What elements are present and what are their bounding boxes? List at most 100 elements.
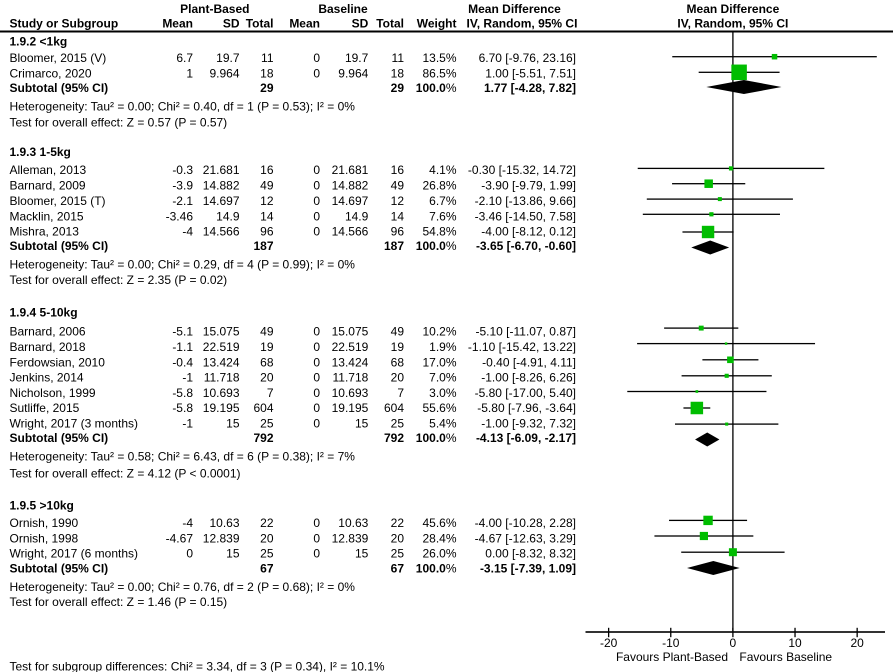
svg-text:6.70 [-9.76, 23.16]: 6.70 [-9.76, 23.16] bbox=[479, 51, 576, 65]
svg-text:10.63: 10.63 bbox=[338, 516, 368, 530]
svg-text:Study or Subgroup: Study or Subgroup bbox=[10, 17, 119, 31]
svg-text:792: 792 bbox=[384, 431, 404, 445]
svg-text:0: 0 bbox=[313, 178, 320, 192]
svg-text:0: 0 bbox=[313, 51, 320, 65]
svg-text:-4.00 [-10.28, 2.28]: -4.00 [-10.28, 2.28] bbox=[475, 516, 576, 530]
svg-text:0: 0 bbox=[730, 636, 737, 650]
svg-text:0: 0 bbox=[313, 163, 320, 177]
svg-text:16: 16 bbox=[260, 163, 274, 177]
svg-text:Barnard, 2006: Barnard, 2006 bbox=[10, 325, 86, 339]
svg-text:Weight: Weight bbox=[417, 17, 457, 31]
svg-text:7.0%: 7.0% bbox=[429, 371, 457, 385]
svg-text:3.0%: 3.0% bbox=[429, 386, 457, 400]
svg-text:0.00 [-8.32, 8.32]: 0.00 [-8.32, 8.32] bbox=[485, 547, 576, 561]
svg-text:0: 0 bbox=[186, 547, 193, 561]
svg-text:Plant-Based: Plant-Based bbox=[180, 2, 249, 16]
svg-text:Test for overall effect: Z = 2: Test for overall effect: Z = 2.35 (P = 0… bbox=[10, 273, 228, 287]
svg-text:-3.15 [-7.39, 1.09]: -3.15 [-7.39, 1.09] bbox=[480, 561, 576, 575]
svg-text:14: 14 bbox=[391, 210, 405, 224]
svg-text:IV, Random, 95% CI: IV, Random, 95% CI bbox=[467, 17, 578, 31]
svg-text:14.9: 14.9 bbox=[345, 210, 369, 224]
svg-text:25: 25 bbox=[260, 417, 274, 431]
svg-text:55.6%: 55.6% bbox=[422, 401, 456, 415]
svg-text:-1: -1 bbox=[182, 417, 193, 431]
svg-text:-4.13 [-6.09, -2.17]: -4.13 [-6.09, -2.17] bbox=[476, 431, 576, 445]
svg-text:SD: SD bbox=[352, 17, 369, 31]
svg-text:49: 49 bbox=[260, 178, 274, 192]
svg-text:17.0%: 17.0% bbox=[422, 355, 456, 369]
svg-text:-1.1: -1.1 bbox=[172, 340, 193, 354]
svg-text:Mean Difference: Mean Difference bbox=[468, 2, 561, 16]
svg-text:0: 0 bbox=[313, 371, 320, 385]
svg-text:13.424: 13.424 bbox=[332, 355, 369, 369]
svg-text:0: 0 bbox=[313, 194, 320, 208]
svg-text:14.882: 14.882 bbox=[203, 178, 240, 192]
svg-text:-0.3: -0.3 bbox=[172, 163, 193, 177]
svg-text:15: 15 bbox=[226, 417, 240, 431]
svg-text:15: 15 bbox=[355, 547, 369, 561]
svg-text:21.681: 21.681 bbox=[332, 163, 369, 177]
svg-text:0: 0 bbox=[313, 417, 320, 431]
svg-text:187: 187 bbox=[384, 239, 404, 253]
svg-text:-5.80 [-17.00, 5.40]: -5.80 [-17.00, 5.40] bbox=[475, 386, 576, 400]
svg-text:-1: -1 bbox=[182, 371, 193, 385]
svg-text:Mean Difference: Mean Difference bbox=[687, 2, 780, 16]
svg-text:792: 792 bbox=[253, 431, 273, 445]
svg-text:14: 14 bbox=[260, 210, 274, 224]
svg-text:Wright, 2017 (6 months): Wright, 2017 (6 months) bbox=[10, 547, 139, 561]
svg-text:10.693: 10.693 bbox=[332, 386, 369, 400]
svg-text:Total: Total bbox=[376, 17, 404, 31]
svg-text:Total: Total bbox=[246, 17, 274, 31]
svg-text:Favours Baseline: Favours Baseline bbox=[739, 650, 832, 664]
svg-text:-5.80 [-7.96, -3.64]: -5.80 [-7.96, -3.64] bbox=[477, 401, 576, 415]
svg-text:Nicholson, 1999: Nicholson, 1999 bbox=[10, 386, 96, 400]
svg-text:26.8%: 26.8% bbox=[422, 178, 456, 192]
svg-text:Ferdowsian, 2010: Ferdowsian, 2010 bbox=[10, 355, 106, 369]
svg-text:-3.46: -3.46 bbox=[166, 210, 194, 224]
svg-text:Wright, 2017 (3 months): Wright, 2017 (3 months) bbox=[10, 417, 139, 431]
svg-text:7: 7 bbox=[397, 386, 404, 400]
svg-text:0: 0 bbox=[313, 225, 320, 239]
svg-text:-1.00 [-8.26, 6.26]: -1.00 [-8.26, 6.26] bbox=[481, 371, 576, 385]
svg-text:SD: SD bbox=[223, 17, 240, 31]
svg-text:25: 25 bbox=[391, 547, 405, 561]
svg-text:19.195: 19.195 bbox=[203, 401, 240, 415]
svg-text:-5.10 [-11.07, 0.87]: -5.10 [-11.07, 0.87] bbox=[475, 325, 576, 339]
svg-text:-3.90 [-9.79, 1.99]: -3.90 [-9.79, 1.99] bbox=[481, 178, 576, 192]
svg-text:-20: -20 bbox=[600, 636, 618, 650]
svg-text:19.7: 19.7 bbox=[216, 51, 240, 65]
svg-text:Crimarco, 2020: Crimarco, 2020 bbox=[10, 67, 92, 81]
svg-text:7.6%: 7.6% bbox=[429, 210, 457, 224]
svg-text:29: 29 bbox=[391, 81, 405, 95]
svg-text:11.718: 11.718 bbox=[204, 371, 240, 385]
svg-text:Test for overall effect: Z = 0: Test for overall effect: Z = 0.57 (P = 0… bbox=[10, 116, 228, 130]
svg-text:100.0%: 100.0% bbox=[416, 81, 457, 95]
svg-text:Mishra, 2013: Mishra, 2013 bbox=[10, 225, 80, 239]
svg-text:14.9: 14.9 bbox=[216, 210, 240, 224]
svg-text:45.6%: 45.6% bbox=[422, 516, 456, 530]
svg-text:1.9.3 1-5kg: 1.9.3 1-5kg bbox=[10, 145, 71, 159]
svg-text:0: 0 bbox=[313, 386, 320, 400]
svg-text:10: 10 bbox=[788, 636, 802, 650]
svg-text:15: 15 bbox=[226, 547, 240, 561]
svg-text:0: 0 bbox=[313, 355, 320, 369]
svg-text:100.0%: 100.0% bbox=[416, 239, 457, 253]
svg-text:20: 20 bbox=[260, 371, 274, 385]
svg-text:0: 0 bbox=[313, 516, 320, 530]
svg-text:Favours Plant-Based: Favours Plant-Based bbox=[616, 650, 728, 664]
svg-text:7: 7 bbox=[267, 386, 274, 400]
svg-text:1.9.4 5-10kg: 1.9.4 5-10kg bbox=[10, 306, 78, 320]
svg-text:Ornish, 1990: Ornish, 1990 bbox=[10, 516, 79, 530]
svg-text:IV, Random, 95% CI: IV, Random, 95% CI bbox=[677, 17, 788, 31]
svg-text:-4: -4 bbox=[182, 516, 193, 530]
svg-text:12.839: 12.839 bbox=[203, 532, 240, 546]
svg-text:19: 19 bbox=[260, 340, 274, 354]
svg-text:13.424: 13.424 bbox=[203, 355, 240, 369]
svg-text:49: 49 bbox=[391, 325, 405, 339]
svg-text:22.519: 22.519 bbox=[203, 340, 240, 354]
svg-text:Bloomer, 2015 (V): Bloomer, 2015 (V) bbox=[10, 51, 107, 65]
svg-text:-4: -4 bbox=[182, 225, 193, 239]
svg-text:Barnard, 2018: Barnard, 2018 bbox=[10, 340, 86, 354]
svg-text:Sutliffe, 2015: Sutliffe, 2015 bbox=[10, 401, 80, 415]
svg-text:14.697: 14.697 bbox=[203, 194, 240, 208]
